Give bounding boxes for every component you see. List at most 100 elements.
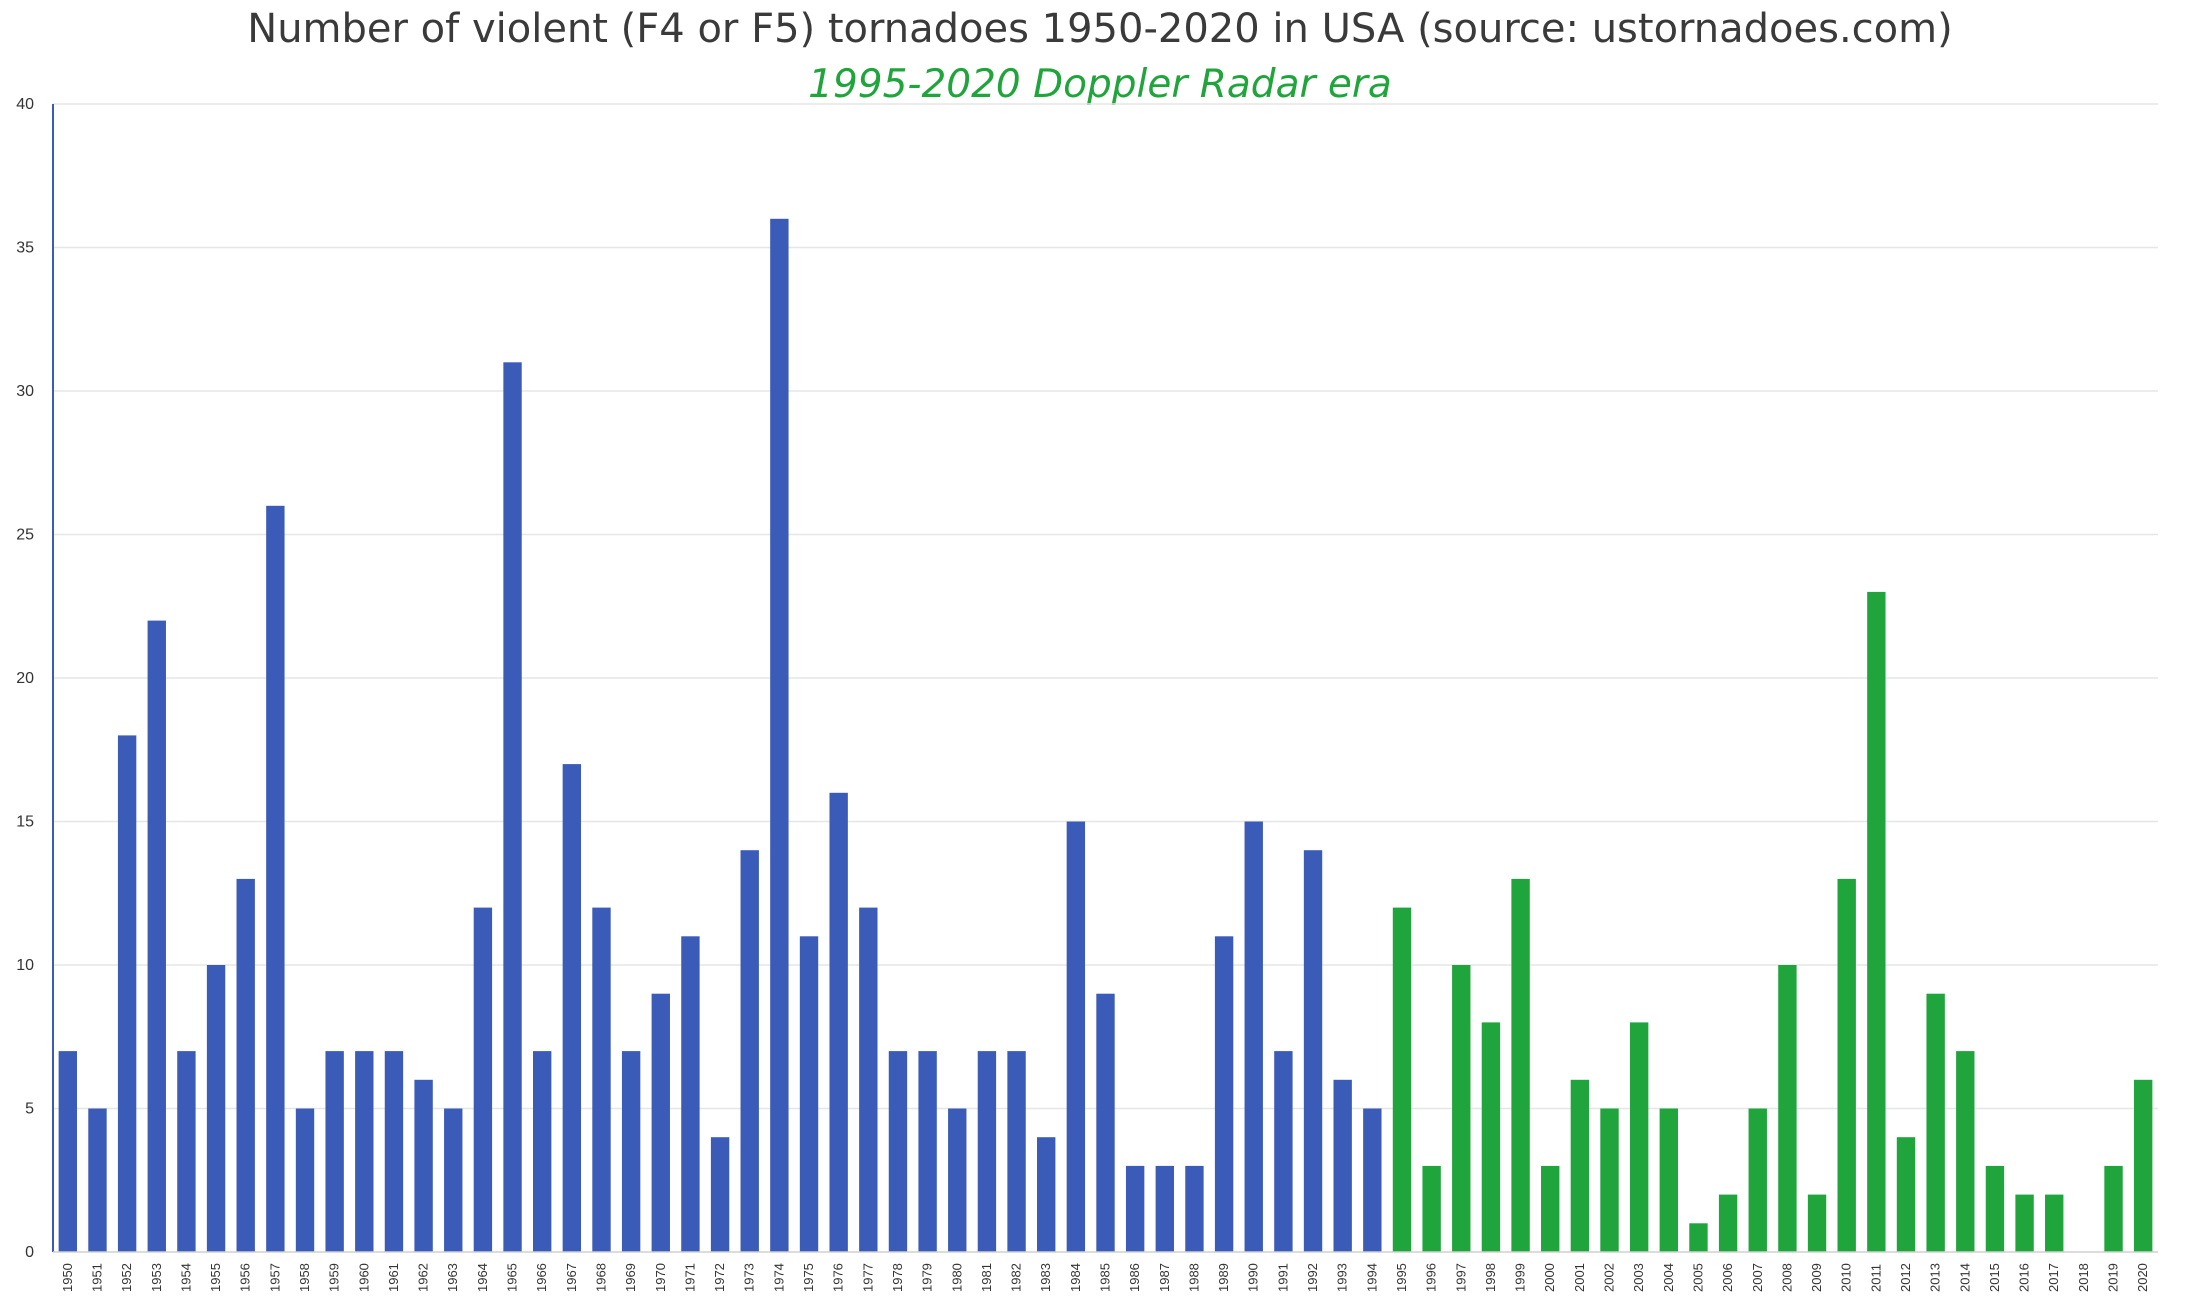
bar-2005 [1689,1223,1708,1252]
bar-2011 [1867,591,1886,1252]
x-tick-label: 2007 [1750,1263,1765,1292]
bar-1975 [799,936,819,1252]
chart-subtitle: 1995-2020 Doppler Radar era [808,62,1392,107]
y-tick-label: 5 [25,1101,34,1118]
bar-1964 [473,907,493,1252]
x-tick-label: 1999 [1513,1263,1528,1292]
bar-1954 [177,1051,196,1252]
bar-2010 [1837,878,1856,1252]
x-tick-label: 1979 [920,1263,935,1292]
x-tick-label: 1953 [149,1263,164,1292]
x-tick-label: 2015 [1987,1263,2002,1292]
x-tick-label: 1981 [979,1263,994,1292]
bar-1981 [977,1051,997,1252]
x-tick-label: 2013 [1928,1263,1943,1292]
x-tick-label: 1997 [1453,1263,1468,1292]
bar-1982 [1007,1051,1026,1252]
y-tick-label: 30 [16,383,34,400]
x-tick-label: 1969 [623,1263,638,1292]
x-tick-label: 1961 [386,1263,401,1292]
bar-2006 [1718,1194,1738,1252]
bar-1960 [355,1051,374,1252]
x-tick-label: 2010 [1839,1263,1854,1292]
bar-2008 [1778,965,1797,1252]
x-tick-label: 1956 [238,1263,253,1292]
x-tick-label: 1992 [1305,1263,1320,1292]
bar-1969 [621,1051,641,1252]
y-tick-label: 15 [16,814,34,831]
bar-1963 [444,1108,463,1252]
bar-1983 [1037,1137,1056,1252]
y-tick-label: 35 [16,240,34,257]
bar-1995 [1392,907,1412,1252]
x-tick-label: 1975 [801,1263,816,1292]
x-tick-label: 2002 [1602,1263,1617,1292]
x-tick-label: 1993 [1335,1263,1350,1292]
gridlines [53,103,2158,1110]
x-axis-tick-labels: 1950 1951 1952 1953 1954 1955 1956 1957 1958 1959… [60,1263,2150,1292]
bar-1993 [1333,1079,1352,1252]
x-tick-label: 2020 [2135,1263,2150,1292]
bar-1970 [651,993,670,1252]
bar-1977 [859,907,878,1252]
bar-2001 [1570,1079,1590,1252]
x-tick-label: 2018 [2076,1263,2091,1292]
bar-1979 [918,1051,937,1252]
x-tick-label: 1968 [593,1263,608,1292]
x-tick-label: 1965 [505,1263,520,1292]
bar-1991 [1274,1051,1293,1252]
x-tick-label: 1972 [712,1263,727,1292]
x-tick-label: 1971 [682,1263,697,1292]
bar-1987 [1155,1165,1174,1252]
x-tick-label: 1973 [742,1263,757,1292]
bar-1967 [562,764,582,1252]
x-tick-label: 1957 [267,1263,282,1292]
x-tick-label: 1962 [416,1263,431,1292]
bar-1976 [829,792,848,1252]
x-tick-label: 2005 [1690,1263,1705,1292]
x-tick-label: 1955 [208,1263,223,1292]
x-tick-label: 2011 [1868,1264,1883,1292]
bar-1958 [295,1108,315,1252]
bar-1990 [1244,821,1263,1252]
bar-1971 [681,936,700,1252]
x-tick-label: 1988 [1186,1263,1201,1292]
x-tick-label: 1954 [178,1263,193,1292]
x-tick-label: 1977 [860,1263,875,1292]
bar-1959 [325,1051,344,1252]
bar-1957 [266,505,285,1252]
x-tick-label: 2006 [1720,1263,1735,1292]
x-tick-label: 1952 [119,1263,134,1292]
bar-2020 [2133,1079,2153,1252]
x-tick-label: 2014 [1957,1263,1972,1292]
x-tick-label: 1951 [89,1263,104,1292]
x-tick-label: 2009 [1809,1263,1824,1292]
bar-1952 [117,735,137,1252]
x-tick-label: 2000 [1542,1263,1557,1292]
bar-1950 [58,1051,78,1252]
bar-2014 [1956,1051,1975,1252]
x-tick-label: 1964 [475,1263,490,1292]
bar-2013 [1926,993,1945,1252]
bar-2003 [1629,1022,1649,1252]
bar-2009 [1807,1194,1827,1252]
bar-1955 [206,965,226,1252]
x-tick-label: 1958 [297,1263,312,1292]
bar-1985 [1096,993,1115,1252]
x-tick-label: 1990 [1246,1263,1261,1292]
y-tick-label: 25 [16,527,34,544]
bar-1951 [88,1108,107,1252]
x-tick-label: 1966 [534,1263,549,1292]
bar-1968 [592,907,611,1252]
x-tick-label: 1995 [1394,1263,1409,1292]
bar-1965 [503,362,522,1252]
bar-1992 [1303,850,1323,1252]
x-tick-label: 1986 [1127,1263,1142,1292]
x-tick-label: 2003 [1631,1263,1646,1292]
y-axis-tick-labels: 0 5 10 15 20 25 30 35 40 [16,96,34,1261]
x-tick-label: 1983 [1038,1263,1053,1292]
x-tick-label: 1963 [445,1263,460,1292]
x-tick-label: 2008 [1779,1263,1794,1292]
bar-1966 [533,1051,552,1252]
